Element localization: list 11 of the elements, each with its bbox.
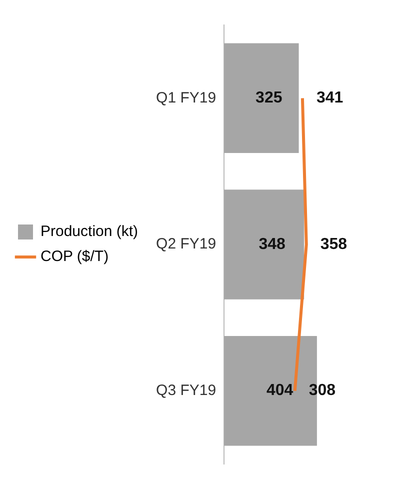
data-label: 341 (316, 90, 344, 107)
data-label: 404 (266, 382, 294, 400)
data-label: 358 (320, 236, 348, 253)
y-tick-label: Q2 FY19 (156, 236, 216, 253)
y-tick-label: Q3 FY19 (156, 382, 216, 399)
legend-label: Production (kt) (40, 223, 138, 240)
data-label: 348 (258, 236, 286, 253)
data-label: 308 (308, 382, 336, 400)
legend-label: COP ($/T) (40, 248, 109, 266)
data-label: 325 (256, 90, 282, 107)
y-tick-label: Q1 FY19 (156, 89, 216, 106)
